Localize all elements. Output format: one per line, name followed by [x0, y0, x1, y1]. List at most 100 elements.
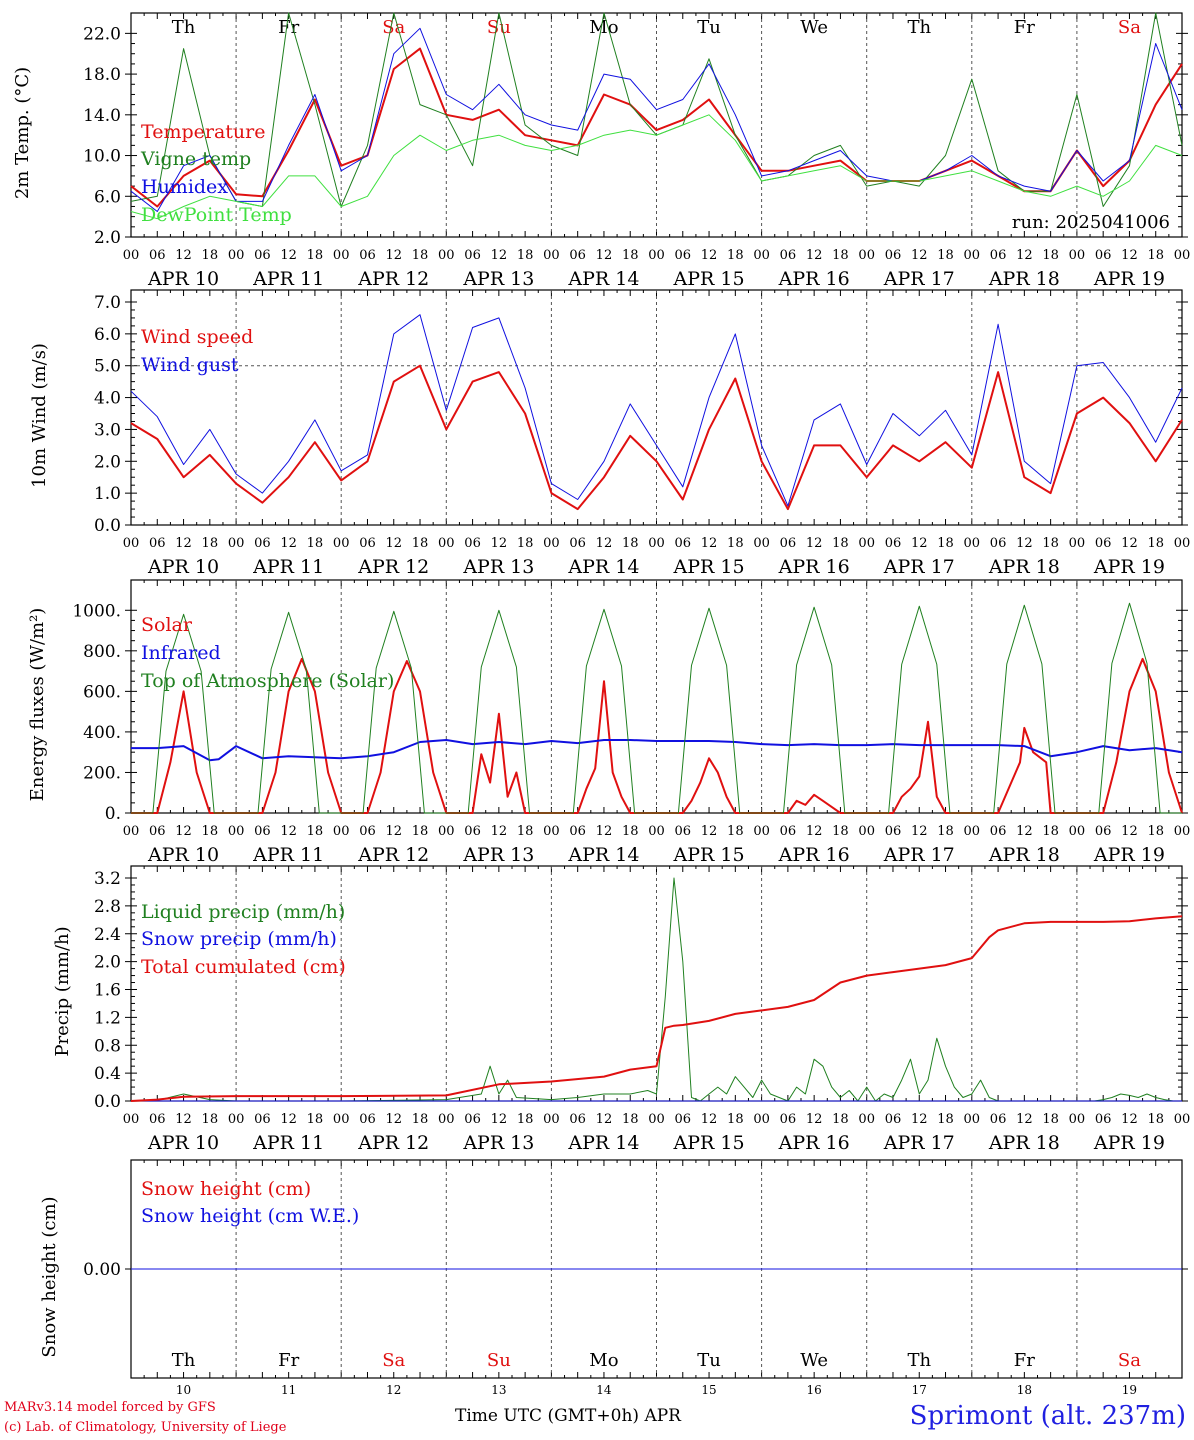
day-label: Su — [487, 17, 511, 38]
x-hour-label: 06 — [149, 824, 166, 839]
x-hour-label: 18 — [517, 1112, 534, 1127]
x-hour-label: 06 — [254, 536, 271, 551]
x-hour-label: 00 — [1069, 824, 1086, 839]
x-hour-label: 00 — [1069, 536, 1086, 551]
y-axis-label: Energy fluxes (W/m²) — [27, 608, 48, 802]
day-label: Fr — [278, 17, 299, 38]
legend-entry: DewPoint Temp — [141, 204, 292, 226]
x-hour-label: 00 — [858, 824, 875, 839]
x-day-number: 17 — [912, 1383, 927, 1397]
day-label: Mo — [589, 1350, 618, 1371]
x-date-label: APR 13 — [462, 1132, 534, 1154]
x-hour-label: 00 — [964, 248, 981, 263]
x-hour-label: 06 — [780, 824, 797, 839]
x-hour-label: 12 — [701, 824, 718, 839]
x-hour-label: 06 — [990, 536, 1007, 551]
y-tick-label: 3.0 — [94, 420, 121, 440]
x-hour-label: 06 — [990, 248, 1007, 263]
x-hour-label: 06 — [1095, 1112, 1112, 1127]
x-day-number: 12 — [386, 1383, 401, 1397]
x-hour-label: 12 — [806, 824, 823, 839]
y-tick-label: 600. — [83, 682, 121, 702]
day-label: Fr — [1014, 17, 1035, 38]
x-hour-label: 06 — [359, 1112, 376, 1127]
x-hour-label: 12 — [701, 248, 718, 263]
legend-entry: Vigne temp — [140, 148, 251, 170]
x-hour-label: 12 — [491, 824, 508, 839]
x-hour-label: 18 — [307, 536, 324, 551]
y-tick-label: 0.4 — [94, 1064, 121, 1084]
x-hour-label: 00 — [438, 1112, 455, 1127]
x-hour-label: 18 — [307, 1112, 324, 1127]
y-tick-label: 2.0 — [94, 228, 121, 248]
day-label: Sa — [382, 1350, 405, 1371]
x-hour-label: 12 — [491, 1112, 508, 1127]
x-hour-label: 00 — [964, 1112, 981, 1127]
x-hour-label: 00 — [333, 248, 350, 263]
x-hour-label: 18 — [832, 248, 849, 263]
legend-entry: Humidex — [141, 176, 228, 198]
x-hour-label: 00 — [333, 824, 350, 839]
x-hour-label: 18 — [622, 824, 639, 839]
x-hour-label: 06 — [780, 536, 797, 551]
x-date-label: APR 10 — [147, 1132, 219, 1154]
y-axis-label: Snow height (cm) — [39, 1196, 60, 1357]
x-hour-label: 12 — [1121, 1112, 1138, 1127]
x-hour-label: 12 — [491, 248, 508, 263]
x-hour-label: 12 — [701, 536, 718, 551]
x-date-label: APR 18 — [988, 268, 1060, 290]
x-hour-label: 00 — [1174, 536, 1191, 551]
x-hour-label: 06 — [990, 1112, 1007, 1127]
x-hour-label: 18 — [1042, 536, 1059, 551]
y-tick-label: 14.0 — [83, 106, 121, 126]
chart-panel-2: 0.0 1.0 2.0 3.0 4.0 5.0 6.0 7.0 10m Wind (m/s) Wi… — [29, 289, 1191, 578]
series-line-2 — [130, 314, 1183, 507]
x-hour-label: 06 — [780, 248, 797, 263]
x-hour-label: 00 — [1174, 248, 1191, 263]
x-date-label: APR 13 — [462, 268, 534, 290]
x-hour-label: 06 — [1095, 824, 1112, 839]
series-line-4 — [130, 114, 1183, 220]
x-hour-label: 12 — [806, 1112, 823, 1127]
x-hour-label: 00 — [1174, 1112, 1191, 1127]
y-tick-label: 0.8 — [94, 1036, 121, 1056]
x-hour-label: 12 — [596, 1112, 613, 1127]
x-hour-label: 18 — [517, 536, 534, 551]
day-label: We — [800, 1350, 828, 1371]
x-date-label: APR 17 — [883, 1132, 955, 1154]
credit-model: MARv3.14 model forced by GFS — [4, 1400, 216, 1415]
day-label: Fr — [1014, 1350, 1035, 1371]
y-tick-label: 2.8 — [94, 897, 121, 917]
y-axis-label: 2m Temp. (°C) — [12, 67, 33, 199]
y-tick-label: 800. — [83, 642, 121, 662]
x-hour-label: 12 — [911, 248, 928, 263]
x-hour-label: 12 — [175, 248, 192, 263]
day-label: Sa — [1118, 17, 1141, 38]
chart-panel-5: 0.00 Snow height (cm) Th Fr Sa Su Mo Tu We Th Fr Sa… — [39, 1159, 1188, 1397]
x-date-label: APR 16 — [778, 844, 850, 866]
x-hour-label: 12 — [1121, 536, 1138, 551]
day-label: Th — [172, 1350, 196, 1371]
day-label: Tu — [697, 17, 721, 38]
x-date-label: APR 14 — [567, 844, 639, 866]
x-hour-label: 06 — [569, 536, 586, 551]
x-hour-label: 06 — [1095, 248, 1112, 263]
x-hour-label: 18 — [1147, 536, 1164, 551]
x-hour-label: 18 — [937, 1112, 954, 1127]
x-date-label: APR 11 — [252, 1132, 324, 1154]
x-hour-label: 06 — [885, 248, 902, 263]
series-line-1 — [130, 47, 1183, 208]
x-hour-label: 18 — [1042, 248, 1059, 263]
x-hour-label: 12 — [806, 536, 823, 551]
x-date-label: APR 16 — [778, 556, 850, 578]
x-hour-label: 06 — [464, 536, 481, 551]
x-hour-label: 00 — [1069, 248, 1086, 263]
x-hour-label: 12 — [911, 536, 928, 551]
x-hour-label: 12 — [1121, 248, 1138, 263]
x-day-number: 13 — [491, 1383, 506, 1397]
x-hour-label: 18 — [202, 1112, 219, 1127]
x-day-number: 15 — [701, 1383, 716, 1397]
x-hour-label: 00 — [228, 536, 245, 551]
y-tick-label: 2.4 — [94, 925, 121, 945]
day-label: Su — [487, 1350, 511, 1371]
